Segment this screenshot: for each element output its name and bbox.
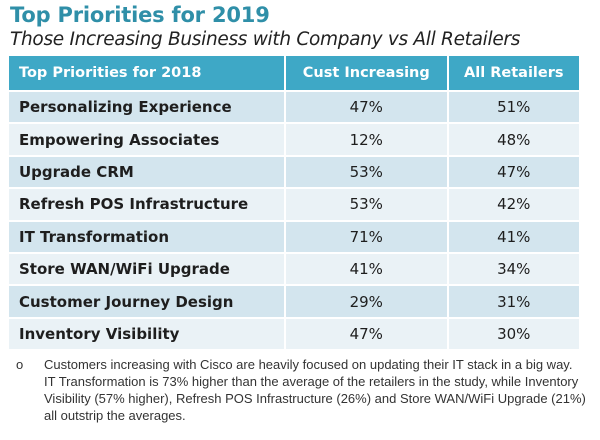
all-retailers-cell: 51% bbox=[447, 89, 579, 124]
cust-increasing-cell: 71% bbox=[285, 219, 449, 253]
priority-cell: Personalizing Experience bbox=[9, 89, 286, 124]
header-all-retailers: All Retailers bbox=[447, 56, 579, 91]
table-row: Refresh POS Infrastructure 53% 42% bbox=[9, 187, 579, 221]
all-retailers-cell: 48% bbox=[447, 122, 579, 156]
priority-cell: Inventory Visibility bbox=[9, 316, 286, 350]
priority-cell: Store WAN/WiFi Upgrade bbox=[9, 251, 286, 286]
priority-cell: Customer Journey Design bbox=[9, 284, 286, 318]
page-title: Top Priorities for 2019 bbox=[10, 3, 270, 27]
priority-cell: Empowering Associates bbox=[9, 122, 286, 156]
priority-cell: Upgrade CRM bbox=[9, 154, 286, 189]
bullet-marker: o bbox=[16, 357, 24, 372]
cust-increasing-cell: 47% bbox=[285, 89, 449, 124]
all-retailers-cell: 42% bbox=[447, 187, 579, 221]
table-row: IT Transformation 71% 41% bbox=[9, 219, 579, 253]
all-retailers-cell: 34% bbox=[447, 251, 579, 286]
table-header-row: Top Priorities for 2018 Cust Increasing … bbox=[9, 56, 579, 91]
table-row: Inventory Visibility 47% 30% bbox=[9, 316, 579, 350]
header-cust-increasing: Cust Increasing bbox=[285, 56, 449, 91]
priority-cell: Refresh POS Infrastructure bbox=[9, 187, 286, 221]
header-priority: Top Priorities for 2018 bbox=[9, 56, 286, 91]
footnote-text: Customers increasing with Cisco are heav… bbox=[44, 357, 586, 423]
all-retailers-cell: 31% bbox=[447, 284, 579, 318]
cust-increasing-cell: 29% bbox=[285, 284, 449, 318]
table-row: Customer Journey Design 29% 31% bbox=[9, 284, 579, 318]
all-retailers-cell: 30% bbox=[447, 316, 579, 350]
table-row: Empowering Associates 12% 48% bbox=[9, 122, 579, 156]
cust-increasing-cell: 41% bbox=[285, 251, 449, 286]
table-row: Store WAN/WiFi Upgrade 41% 34% bbox=[9, 251, 579, 286]
all-retailers-cell: 41% bbox=[447, 219, 579, 253]
page-subtitle: Those Increasing Business with Company v… bbox=[10, 29, 521, 50]
cust-increasing-cell: 12% bbox=[285, 122, 449, 156]
cust-increasing-cell: 47% bbox=[285, 316, 449, 350]
footnote: o Customers increasing with Cisco are he… bbox=[12, 356, 587, 424]
priority-cell: IT Transformation bbox=[9, 219, 286, 253]
all-retailers-cell: 47% bbox=[447, 154, 579, 189]
table-row: Personalizing Experience 47% 51% bbox=[9, 89, 579, 124]
table-row: Upgrade CRM 53% 47% bbox=[9, 154, 579, 189]
cust-increasing-cell: 53% bbox=[285, 154, 449, 189]
priorities-table: Top Priorities for 2018 Cust Increasing … bbox=[9, 56, 579, 350]
cust-increasing-cell: 53% bbox=[285, 187, 449, 221]
